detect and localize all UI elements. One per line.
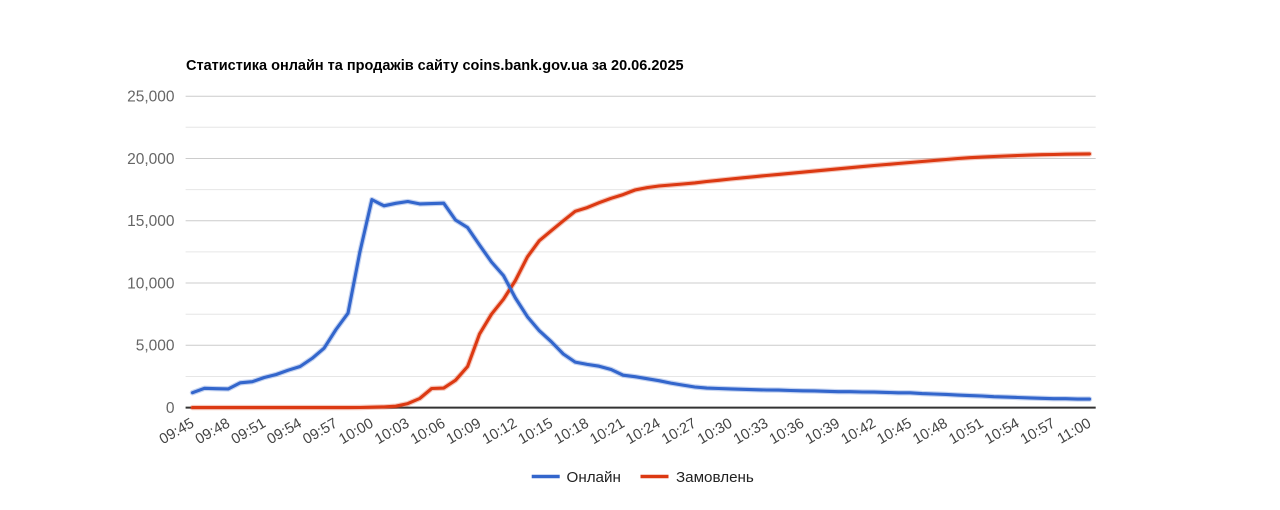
- svg-text:5,000: 5,000: [136, 338, 175, 355]
- svg-text:25,000: 25,000: [127, 89, 175, 106]
- svg-text:15,000: 15,000: [127, 213, 175, 230]
- svg-text:20,000: 20,000: [127, 151, 175, 168]
- svg-text:Замовлень: Замовлень: [676, 469, 754, 486]
- svg-text:Онлайн: Онлайн: [567, 469, 621, 486]
- svg-text:0: 0: [166, 400, 175, 417]
- svg-text:Статистика онлайн та продажів: Статистика онлайн та продажів сайту coin…: [186, 58, 684, 74]
- svg-text:10,000: 10,000: [127, 275, 175, 292]
